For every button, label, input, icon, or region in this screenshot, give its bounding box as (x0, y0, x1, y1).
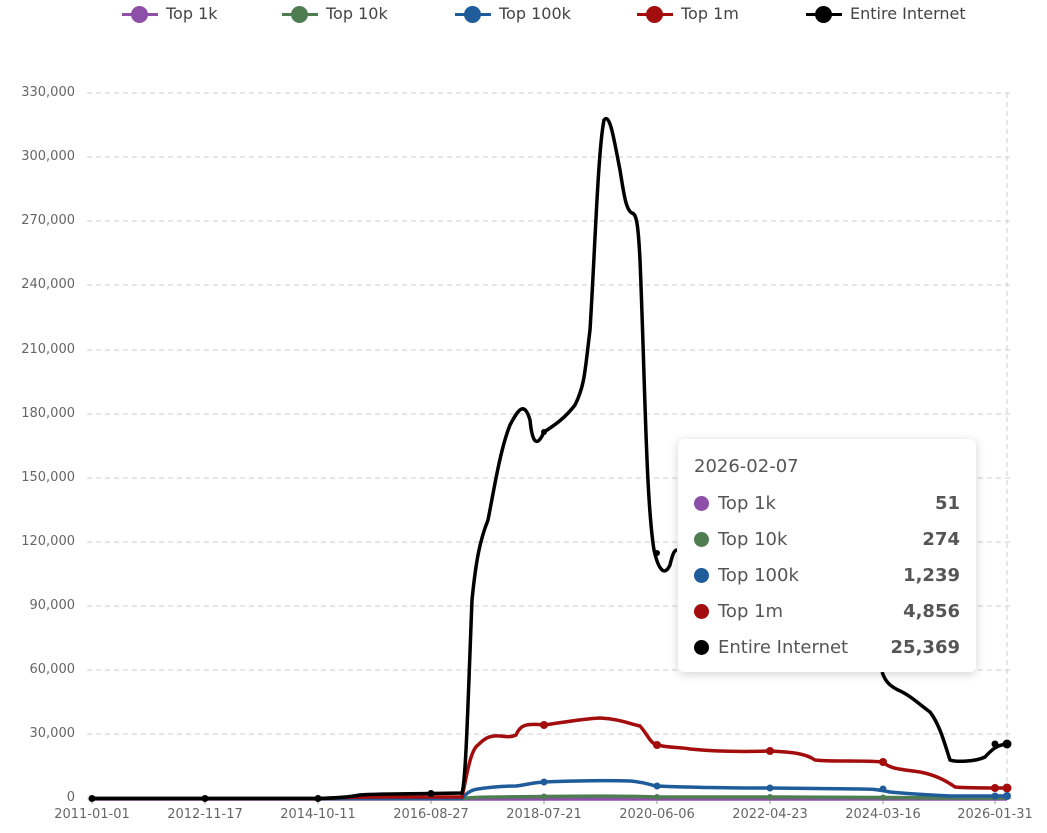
x-tick-label: 2026-01-31 (957, 807, 1033, 822)
legend-marker-icon (806, 5, 842, 23)
legend-item-entire-internet[interactable]: Entire Internet (806, 4, 966, 23)
y-tick-label: 270,000 (21, 213, 75, 228)
chart-tooltip: 2026-02-07 Top 1k 51 Top 10k 274 Top 100… (678, 439, 976, 672)
series-dot-icon (694, 531, 709, 547)
series-dot-icon (694, 495, 709, 511)
legend-item-top-100k[interactable]: Top 100k (455, 4, 571, 23)
data-point-markers (88, 429, 1012, 802)
x-tick-label: 2022-04-23 (732, 807, 808, 822)
tooltip-row-top-1k: Top 1k 51 (694, 485, 960, 521)
chart-legend: Top 1k Top 10k Top 100k Top 1m Entire In… (0, 4, 1047, 34)
tooltip-series-name: Top 1m (718, 600, 784, 622)
series-top-1m-line[interactable] (92, 716, 1008, 801)
x-tick-label: 2016-08-27 (393, 807, 469, 822)
series-dot-icon (694, 639, 709, 655)
x-tick-label: 2018-07-21 (506, 807, 582, 822)
y-tick-label: 30,000 (29, 726, 76, 741)
series-entire-internet-line[interactable] (92, 116, 678, 801)
y-tick-label: 240,000 (21, 277, 75, 292)
series-dot-icon (694, 603, 709, 619)
legend-label: Top 1k (166, 4, 218, 23)
series-entire-internet-line-tail (880, 671, 1008, 763)
legend-label: Top 10k (326, 4, 388, 23)
tooltip-row-entire-internet: Entire Internet 25,369 (694, 629, 960, 665)
tooltip-series-value: 274 (922, 528, 960, 550)
tooltip-series-value: 25,369 (890, 636, 960, 658)
tooltip-series-name: Top 10k (718, 528, 788, 550)
y-tick-label: 300,000 (21, 149, 75, 164)
y-tick-label: 90,000 (29, 598, 76, 613)
y-tick-label: 60,000 (29, 662, 76, 677)
tooltip-row-top-1m: Top 1m 4,856 (694, 593, 960, 629)
y-tick-label: 0 (66, 790, 75, 805)
x-tick-label: 2014-10-11 (280, 807, 356, 822)
tooltip-row-top-10k: Top 10k 274 (694, 521, 960, 557)
legend-label: Entire Internet (850, 4, 966, 23)
x-tick-label: 2012-11-17 (167, 807, 243, 822)
y-tick-label: 330,000 (21, 85, 75, 100)
legend-item-top-10k[interactable]: Top 10k (282, 4, 388, 23)
tooltip-row-top-100k: Top 100k 1,239 (694, 557, 960, 593)
tooltip-series-name: Entire Internet (718, 636, 849, 658)
series-top-10k-line[interactable] (92, 794, 1007, 801)
y-tick-label: 150,000 (21, 470, 75, 485)
legend-label: Top 100k (499, 4, 571, 23)
y-tick-label: 180,000 (21, 406, 75, 421)
y-tick-label: 120,000 (21, 534, 75, 549)
tooltip-series-value: 4,856 (903, 600, 960, 622)
y-tick-label: 210,000 (21, 342, 75, 357)
legend-marker-icon (637, 5, 673, 23)
tooltip-series-value: 1,239 (903, 564, 960, 586)
tooltip-series-value: 51 (934, 492, 960, 514)
x-tick-label: 2024-03-16 (845, 807, 921, 822)
legend-label: Top 1m (681, 4, 739, 23)
legend-marker-icon (282, 5, 318, 23)
legend-marker-icon (122, 5, 158, 23)
legend-marker-icon (455, 5, 491, 23)
tooltip-series-name: Top 1k (718, 492, 776, 514)
gridlines (87, 92, 1012, 798)
legend-item-top-1k[interactable]: Top 1k (122, 4, 218, 23)
series-dot-icon (694, 567, 709, 583)
x-tick-label: 2020-06-06 (619, 807, 695, 822)
x-tick-label: 2011-01-01 (54, 807, 130, 822)
tooltip-series-name: Top 100k (718, 564, 799, 586)
legend-item-top-1m[interactable]: Top 1m (637, 4, 739, 23)
tooltip-date: 2026-02-07 (694, 456, 799, 477)
